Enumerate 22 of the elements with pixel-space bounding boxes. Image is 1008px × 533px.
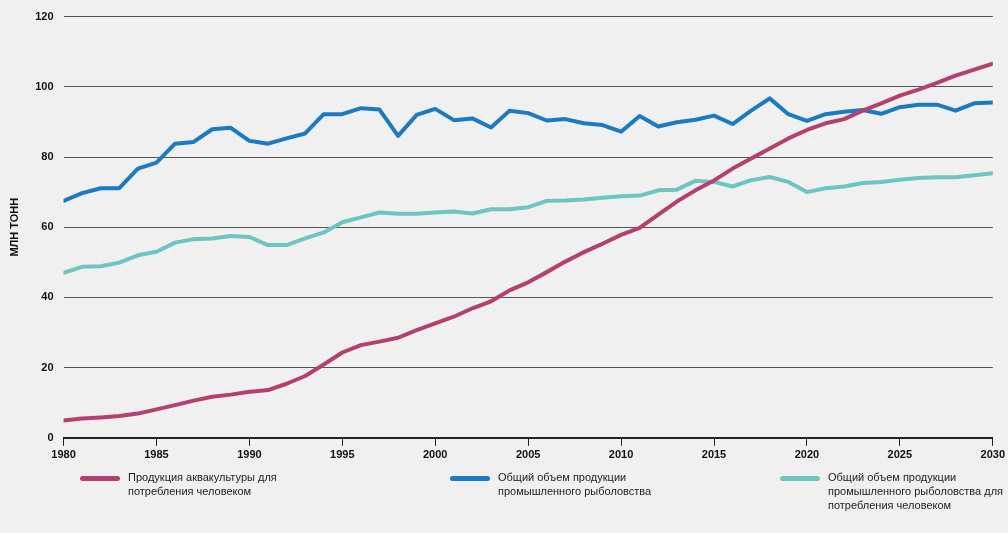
legend-label: Общий объем продукции промышленного рыболовства <box>498 470 653 498</box>
x-tick-label: 2000 <box>423 448 448 461</box>
x-tick-label: 1980 <box>51 448 76 461</box>
y-tick-label: 120 <box>35 9 54 22</box>
legend-label: Продукция аквакультуры для потребления человеком <box>128 470 278 498</box>
x-tick-label: 2010 <box>608 448 634 461</box>
y-tick-label: 40 <box>41 290 54 303</box>
x-tick-label: 2005 <box>515 448 541 461</box>
y-tick-label: 60 <box>41 220 54 233</box>
y-tick-label: 20 <box>41 360 54 373</box>
y-tick-label: 100 <box>35 79 54 92</box>
y-tick-label: 0 <box>47 430 54 443</box>
x-tick-label: 2030 <box>980 448 1006 461</box>
x-tick-label: 1995 <box>330 448 355 461</box>
x-tick-label: 2020 <box>794 448 820 461</box>
legend-label: Общий объем продукции промышленного рыболовства для потребления человеком <box>828 470 1005 512</box>
y-axis-title: МЛН ТОНН <box>7 197 20 257</box>
y-tick-label: 80 <box>41 150 54 163</box>
x-tick-label: 1985 <box>144 448 169 461</box>
x-tick-label: 2025 <box>887 448 913 461</box>
x-tick-label: 1990 <box>237 448 262 461</box>
x-tick-label: 2015 <box>701 448 727 461</box>
